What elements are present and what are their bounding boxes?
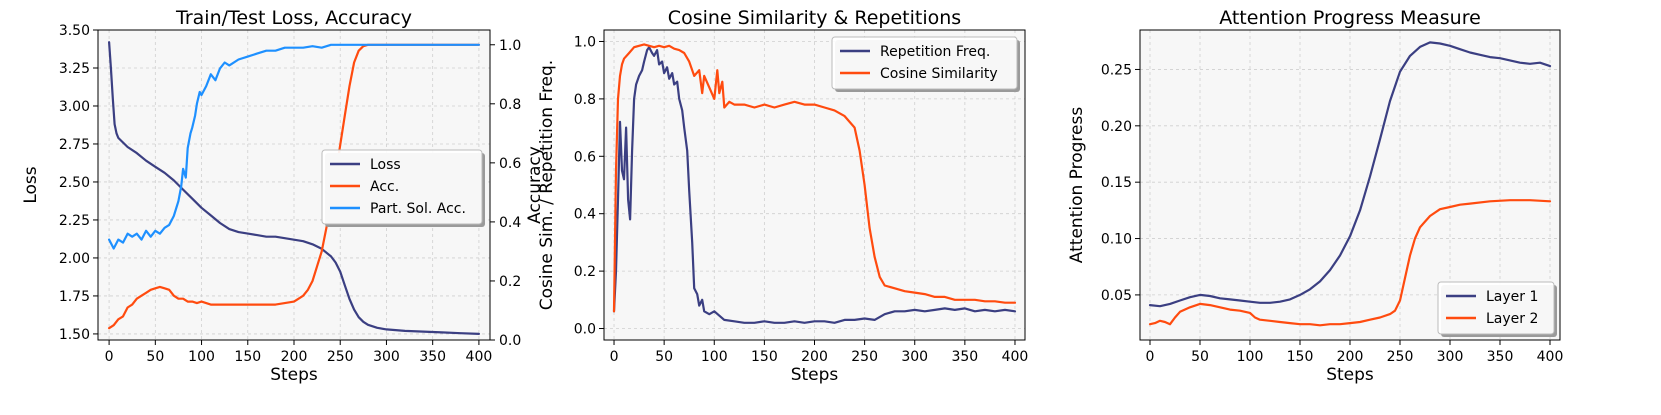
series-line-acc [107, 43, 480, 330]
y2-tick-label: 0.4 [499, 215, 521, 231]
x-tick-label: 300 [1437, 349, 1464, 365]
legend: Layer 1 Layer 2 [1437, 281, 1557, 337]
y-tick-label: 0.4 [574, 207, 596, 223]
x-tick-label: 0 [610, 349, 619, 365]
chart-panel-1: 0 50 100 150 200 250 300 350 400 1.50 1.75 2.00 2.25… [21, 7, 545, 385]
x-tick-label: 150 [234, 349, 261, 365]
x-tick-label: 50 [1191, 349, 1209, 365]
legend-label: Repetition Freq. [880, 44, 990, 60]
x-tick-label: 200 [1337, 349, 1364, 365]
x-tick-label: 400 [1537, 349, 1564, 365]
y-tick-label: 2.25 [59, 213, 90, 229]
y2-tick-label: 1.0 [499, 38, 521, 54]
legend-label: Layer 1 [1486, 289, 1538, 305]
legend-label: Acc. [370, 179, 399, 195]
y2-tick-label: 0.2 [499, 274, 521, 290]
y-axis-title: Loss [21, 166, 41, 203]
x-tick-label: 200 [801, 349, 828, 365]
series-line-loss [107, 41, 480, 335]
y-tick-label: 2.75 [59, 137, 90, 153]
y-tick-label: 0.6 [574, 149, 596, 165]
x-axis-title: Steps [1326, 365, 1374, 385]
y2-tick-label: 0.0 [499, 333, 521, 349]
chart-panel-2: 0 50 100 150 200 250 300 350 400 0.0 0.2 0.4 0.6 0.8 1… [537, 7, 1028, 385]
y-tick-label: 0.2 [574, 264, 596, 280]
legend-label: Layer 2 [1486, 311, 1538, 327]
x-tick-label: 400 [1002, 349, 1029, 365]
series-line-layer-2 [1148, 199, 1552, 327]
y-tick-label: 2.00 [59, 251, 90, 267]
chart-title: Train/Test Loss, Accuracy [175, 7, 412, 29]
x-tick-label: 100 [1237, 349, 1264, 365]
y2-tick-label: 0.6 [499, 156, 521, 172]
y-tick-label: 0.05 [1101, 288, 1132, 304]
x-axis-title: Steps [270, 365, 318, 385]
y-tick-label: 3.25 [59, 61, 90, 77]
chart-title: Attention Progress Measure [1219, 7, 1481, 29]
legend: Loss Acc. Part. Sol. Acc. [321, 149, 485, 227]
y-axis-title: Attention Progress [1067, 107, 1087, 264]
series-line-repetition-freq [612, 46, 1017, 324]
y-tick-label: 2.50 [59, 175, 90, 191]
x-tick-label: 50 [146, 349, 164, 365]
x-tick-label: 250 [851, 349, 878, 365]
series-line-layer-1 [1148, 41, 1552, 308]
legend-label: Part. Sol. Acc. [370, 201, 466, 217]
series-line-cosine-similarity [612, 43, 1017, 313]
y2-axis-title: Accuracy [525, 146, 545, 224]
y-tick-label: 3.00 [59, 99, 90, 115]
y-tick-label: 1.50 [59, 327, 90, 343]
x-tick-label: 350 [951, 349, 978, 365]
series-line-part-sol-acc [107, 43, 480, 250]
x-tick-label: 0 [105, 349, 114, 365]
legend-label: Loss [370, 157, 401, 173]
y-tick-label: 0.20 [1101, 119, 1132, 135]
y-tick-label: 0.15 [1101, 175, 1132, 191]
y-tick-label: 0.8 [574, 92, 596, 108]
x-tick-label: 100 [701, 349, 728, 365]
x-tick-label: 150 [751, 349, 778, 365]
x-tick-label: 150 [1287, 349, 1314, 365]
y-tick-label: 0.25 [1101, 62, 1132, 78]
y-tick-label: 1.75 [59, 289, 90, 305]
chart-panel-3: 0 50 100 150 200 250 300 350 400 0.05 0.10 0.15 0.20… [1067, 7, 1563, 385]
chart-title: Cosine Similarity & Repetitions [668, 7, 961, 29]
legend-box [831, 36, 1018, 90]
y-axis-title: Cosine Sim. / Repetition Freq. [537, 60, 557, 310]
y2-tick-label: 0.8 [499, 97, 521, 113]
x-tick-label: 100 [188, 349, 215, 365]
x-tick-label: 250 [1387, 349, 1414, 365]
x-tick-label: 200 [281, 349, 308, 365]
x-tick-label: 350 [419, 349, 446, 365]
x-axis-title: Steps [791, 365, 839, 385]
x-tick-label: 400 [466, 349, 493, 365]
y-tick-label: 0.0 [574, 322, 596, 338]
legend-label: Cosine Similarity [880, 66, 998, 82]
x-tick-label: 0 [1146, 349, 1155, 365]
x-tick-label: 300 [373, 349, 400, 365]
y-tick-label: 0.10 [1101, 232, 1132, 248]
legend: Repetition Freq. Cosine Similarity [831, 36, 1020, 92]
legend-box [321, 149, 483, 225]
x-tick-label: 50 [655, 349, 673, 365]
x-tick-label: 350 [1487, 349, 1514, 365]
x-tick-label: 300 [901, 349, 928, 365]
y-tick-label: 1.0 [574, 34, 596, 50]
x-tick-label: 250 [327, 349, 354, 365]
y-tick-label: 3.50 [59, 23, 90, 39]
